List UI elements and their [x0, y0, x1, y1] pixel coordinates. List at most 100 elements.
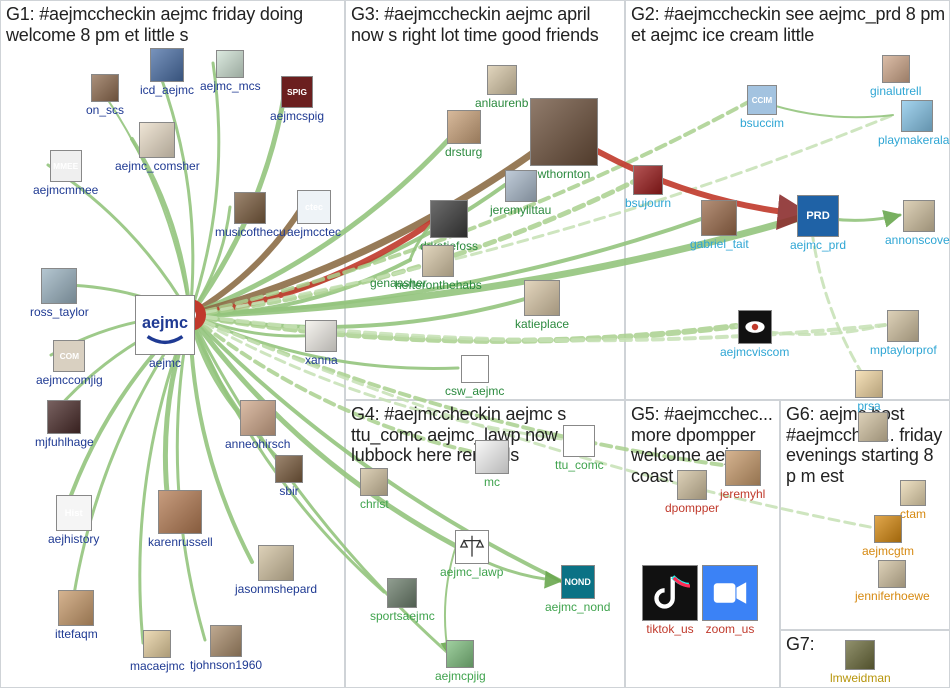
avatar: ctec: [297, 190, 331, 224]
avatar: [41, 268, 77, 304]
avatar: [475, 440, 509, 474]
node-icd_aejmc[interactable]: icd_aejmc: [140, 48, 194, 97]
node-label: aejhistory: [48, 532, 99, 546]
node-label: anneohirsch: [225, 437, 290, 451]
avatar: [216, 50, 244, 78]
node-label: jeremylittau: [490, 203, 551, 217]
node-dpompper[interactable]: dpompper: [665, 470, 719, 515]
node-anneohirsch[interactable]: anneohirsch: [225, 400, 290, 451]
node-sbir[interactable]: sbir: [275, 455, 303, 498]
panel-title-g1: G1: #aejmccheckin aejmc friday doing wel…: [6, 4, 341, 45]
node-aejmcmmee[interactable]: MMEEaejmcmmee: [33, 150, 98, 197]
avatar: NOND: [561, 565, 595, 599]
node-wthornton[interactable]: wthornton: [530, 98, 598, 181]
node-g6a[interactable]: [858, 412, 888, 443]
node-label: mjfuhlhage: [35, 435, 94, 449]
node-aejmcgtm[interactable]: aejmcgtm: [862, 515, 914, 558]
node-annonscovel[interactable]: annonscovel: [885, 200, 950, 247]
node-genaasher[interactable]: genaasher: [370, 275, 427, 290]
node-macaejmc[interactable]: macaejmc: [130, 630, 185, 673]
node-csw_aejmc[interactable]: flowercsw_aejmc: [445, 355, 504, 398]
node-gabriel_tait[interactable]: gabriel_tait: [690, 200, 749, 251]
node-label: tiktok_us: [646, 622, 693, 636]
node-label: playmakeralan: [878, 133, 950, 147]
avatar: [234, 192, 266, 224]
node-aejhistory[interactable]: Histaejhistory: [48, 495, 99, 546]
avatar: flower: [461, 355, 489, 383]
node-tiktok[interactable]: tiktok_us: [642, 565, 698, 636]
avatar: [530, 98, 598, 166]
panel-title-g3: G3: #aejmccheckin aejmc april now s righ…: [351, 4, 621, 45]
node-drsturg[interactable]: drsturg: [445, 110, 482, 159]
node-label: annonscovel: [885, 233, 950, 247]
avatar: CCIM: [747, 85, 777, 115]
node-zoom[interactable]: zoom_us: [702, 565, 758, 636]
node-label: aejmc_comsher: [115, 159, 200, 173]
avatar: [275, 455, 303, 483]
avatar: [240, 400, 276, 436]
node-karenrussell[interactable]: karenrussell: [148, 490, 213, 549]
node-label: aejmcpjig: [435, 669, 486, 683]
avatar: [887, 310, 919, 342]
avatar: [524, 280, 560, 316]
node-label: csw_aejmc: [445, 384, 504, 398]
node-bsujourn[interactable]: bsujourn: [625, 165, 671, 210]
node-jeremylittau[interactable]: jeremylittau: [490, 170, 551, 217]
node-ross_taylor[interactable]: ross_taylor: [30, 268, 89, 319]
node-aejmc_lawp[interactable]: aejmc_lawp: [440, 530, 503, 579]
node-label: anlaurenb: [475, 96, 528, 110]
node-ittefaqm[interactable]: ittefaqm: [55, 590, 98, 641]
avatar: Hist: [56, 495, 92, 531]
avatar: [677, 470, 707, 500]
node-aejmcviscom[interactable]: aejmcviscom: [720, 310, 789, 359]
avatar: TT: [563, 425, 595, 457]
avatar: [487, 65, 517, 95]
node-aejmc_mcs[interactable]: aejmc_mcs: [200, 50, 261, 93]
node-anlaurenb[interactable]: anlaurenb: [475, 65, 528, 110]
node-label: aejmcmmee: [33, 183, 98, 197]
avatar: [305, 320, 337, 352]
avatar: [210, 625, 242, 657]
node-label: ginalutrell: [870, 84, 921, 98]
node-label: aejmcctec: [287, 225, 341, 239]
node-mjfuhlhage[interactable]: mjfuhlhage: [35, 400, 94, 449]
node-ttu_smci[interactable]: mc: [475, 440, 509, 489]
node-on_scs[interactable]: on_scs: [86, 74, 124, 117]
avatar: [422, 245, 454, 277]
node-label: prsa: [857, 399, 880, 413]
node-musicofthecu[interactable]: musicofthecu: [215, 192, 286, 239]
node-aejmc_nond[interactable]: NONDaejmc_nond: [545, 565, 610, 614]
node-aejmc_comsher[interactable]: aejmc_comsher: [115, 122, 200, 173]
node-jenniferhoewe[interactable]: jenniferhoewe: [855, 560, 930, 603]
avatar: SPIG: [281, 76, 313, 108]
node-aejmc_prd[interactable]: PRDaejmc_prd: [790, 195, 846, 252]
node-ttu_comc[interactable]: TTttu_comc: [555, 425, 604, 472]
node-label: aejmc_mcs: [200, 79, 261, 93]
node-mptaylorprof[interactable]: mptaylorprof: [870, 310, 937, 357]
node-aejmcctec[interactable]: ctecaejmcctec: [287, 190, 341, 239]
node-sportsaejmc[interactable]: sportsaejmc: [370, 578, 435, 623]
node-lmweidman[interactable]: lmweidman: [830, 640, 891, 685]
node-bsuccim[interactable]: CCIMbsuccim: [740, 85, 784, 130]
node-tjohnson1960[interactable]: tjohnson1960: [190, 625, 262, 672]
node-label: mc: [484, 475, 500, 489]
avatar: [633, 165, 663, 195]
avatar: [845, 640, 875, 670]
avatar: [158, 490, 202, 534]
node-aejmcpjig[interactable]: aejmcpjig: [435, 640, 486, 683]
node-aejmcspig[interactable]: SPIGaejmcspig: [270, 76, 324, 123]
node-xanna[interactable]: xanna: [305, 320, 338, 367]
node-aejmccomjig[interactable]: COMaejmccomjig: [36, 340, 103, 387]
node-label: aejmc: [149, 356, 181, 370]
avatar: [447, 110, 481, 144]
node-playmakeralan[interactable]: playmakeralan: [878, 100, 950, 147]
node-katieplace[interactable]: katieplace: [515, 280, 569, 331]
node-ginalutrell[interactable]: ginalutrell: [870, 55, 921, 98]
node-aejmc[interactable]: aejmc aejmc: [135, 295, 195, 370]
node-jeremyhl[interactable]: jeremyhl: [720, 450, 765, 501]
node-christ_g4[interactable]: christ: [360, 468, 389, 511]
avatar: [858, 412, 888, 442]
node-prsa[interactable]: prsa: [855, 370, 883, 413]
node-label: mptaylorprof: [870, 343, 937, 357]
node-jasonmshepard[interactable]: jasonmshepard: [235, 545, 317, 596]
